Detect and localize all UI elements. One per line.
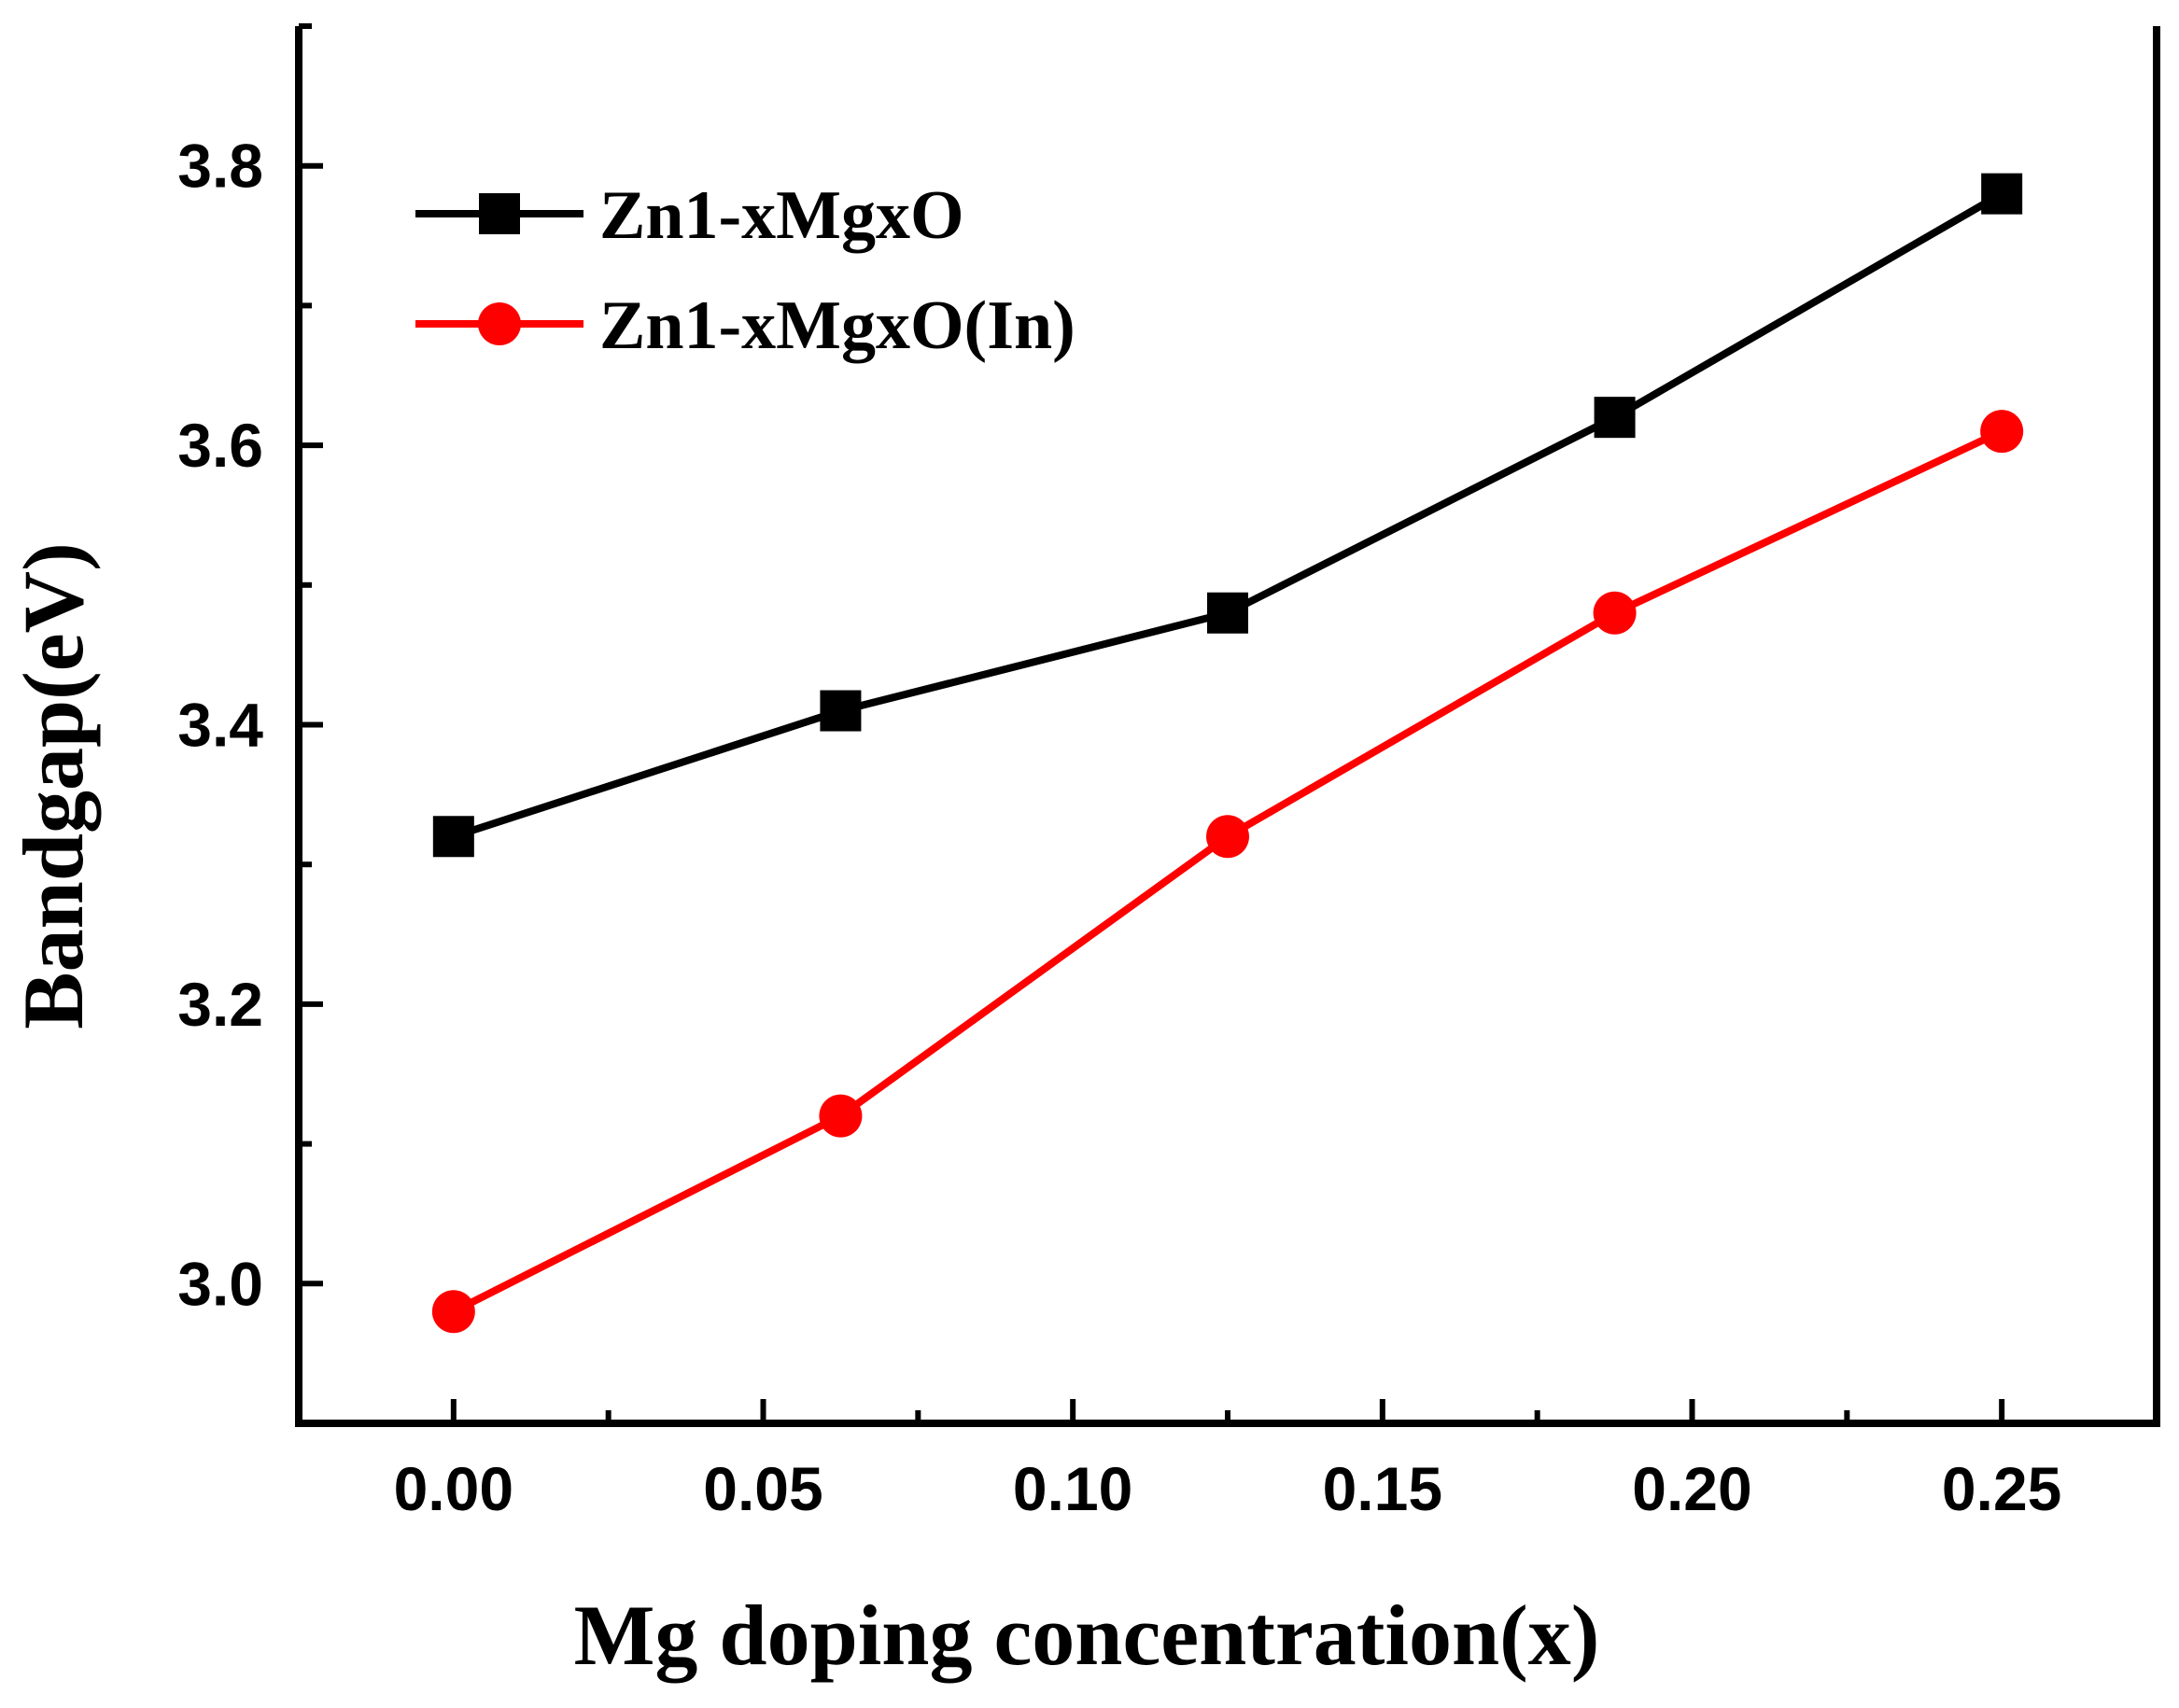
series-1-point bbox=[820, 690, 862, 732]
x-tick-label: 0.10 bbox=[1013, 1454, 1132, 1523]
series-layer bbox=[431, 173, 2024, 1334]
series-2-point bbox=[1593, 591, 1637, 635]
series-1-point bbox=[1594, 397, 1636, 439]
x-tick-label: 0.00 bbox=[394, 1454, 513, 1523]
x-tick-label: 0.20 bbox=[1632, 1454, 1751, 1523]
series-2-point bbox=[1206, 815, 1249, 859]
y-tick-label: 3.4 bbox=[177, 691, 263, 760]
x-tick-label: 0.25 bbox=[1942, 1454, 2061, 1523]
plot-frame bbox=[295, 26, 2160, 1427]
legend-marker bbox=[478, 302, 521, 345]
x-tick-label: 0.15 bbox=[1323, 1454, 1442, 1523]
x-tick-label: 0.05 bbox=[703, 1454, 822, 1523]
x-axis-title: Mg doping concentration(x) bbox=[574, 1588, 1600, 1683]
series-1-point bbox=[432, 816, 474, 858]
series-line-2 bbox=[452, 427, 2003, 1315]
y-tick-label: 3.8 bbox=[177, 132, 263, 201]
y-axis-ticks: 3.0 3.2 3.4 3.6 3.8 bbox=[177, 23, 323, 1318]
series-1-point bbox=[1981, 173, 2023, 215]
legend-label: Zn1-xMgxO(In) bbox=[599, 287, 1075, 364]
series-2-point bbox=[819, 1094, 863, 1138]
y-tick-label: 3.0 bbox=[177, 1249, 263, 1318]
series-2-point bbox=[1980, 410, 2024, 454]
legend-marker bbox=[479, 193, 520, 234]
series-1-point bbox=[1207, 592, 1248, 634]
y-tick-label: 3.6 bbox=[177, 411, 263, 480]
series-2-point bbox=[431, 1290, 475, 1334]
legend-label: Zn1-xMgxO bbox=[599, 177, 964, 254]
y-tick-label: 3.2 bbox=[177, 970, 263, 1039]
x-axis-ticks: 0.00 0.05 0.10 0.15 0.20 0.25 bbox=[394, 1399, 2061, 1523]
y-axis-title: Bandgap(eV) bbox=[6, 542, 101, 1029]
legend: Zn1-xMgxO Zn1-xMgxO(In) bbox=[415, 177, 1075, 364]
